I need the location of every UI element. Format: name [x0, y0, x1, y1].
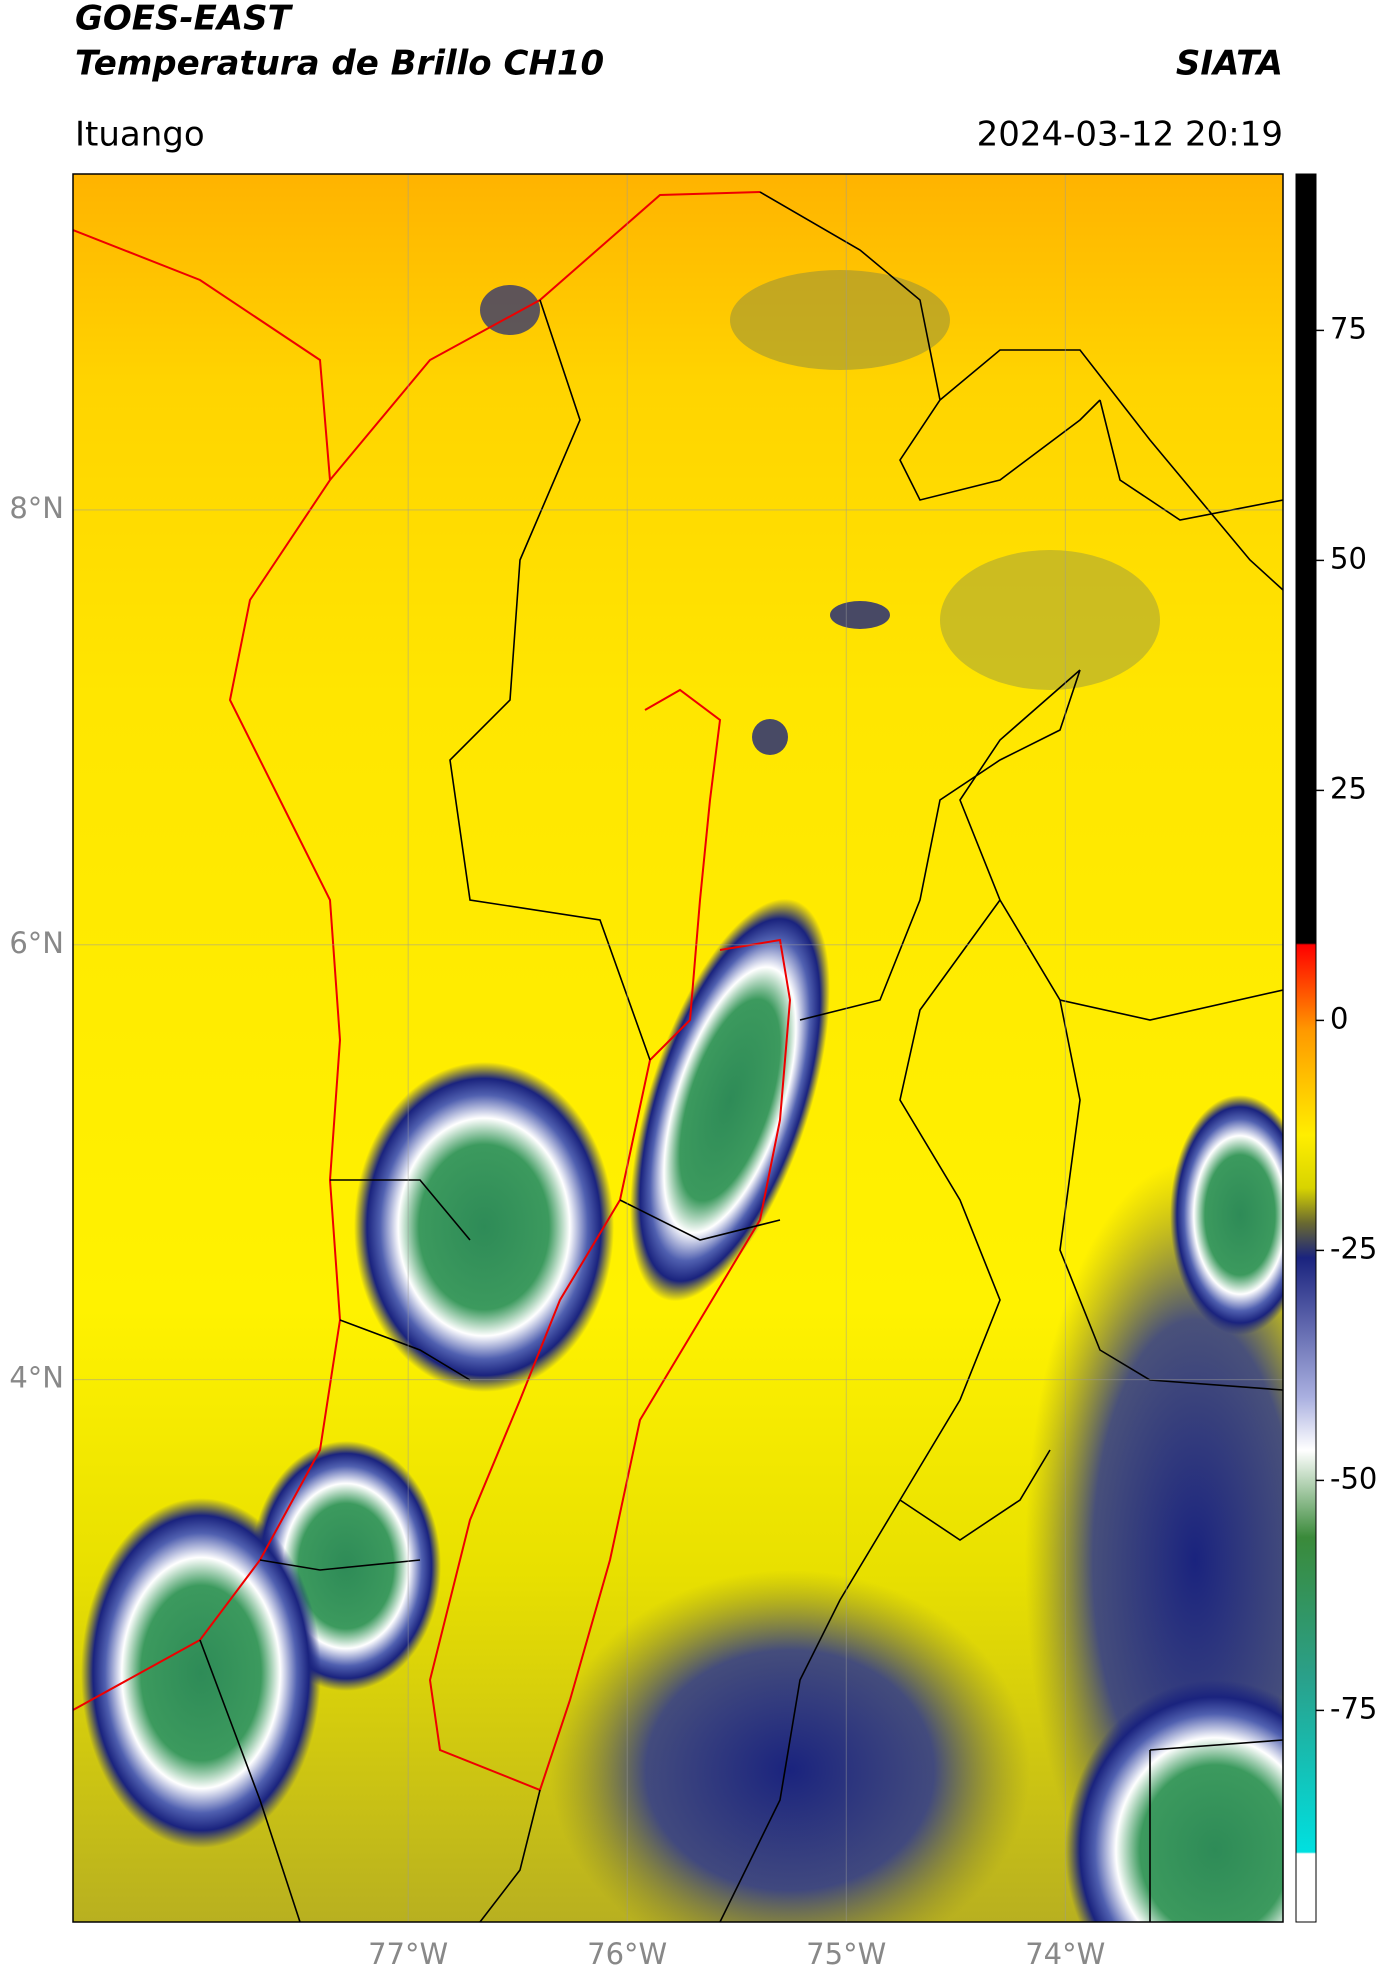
colorbar-tick-label: -50	[1330, 1461, 1377, 1495]
map-image	[73, 174, 1283, 1922]
y-tick-label: 6°N	[9, 926, 64, 960]
location: Ituango	[75, 115, 205, 155]
colorbar-tick-label: 50	[1330, 541, 1367, 575]
y-tick-label: 8°N	[9, 491, 64, 525]
graticule	[73, 174, 1283, 1922]
x-tick-label: 77°W	[368, 1937, 448, 1971]
x-tick-label: 76°W	[587, 1937, 667, 1971]
datetime: 2024-03-12 20:19	[977, 115, 1283, 155]
colorbar-tick-label: 75	[1330, 311, 1367, 345]
colorbar-tick-label: -25	[1330, 1231, 1377, 1265]
map-frame	[72, 173, 1284, 1923]
subtitle: Temperatura de Brillo CH10	[75, 44, 604, 84]
x-tick-label: 75°W	[806, 1937, 886, 1971]
y-tick-label: 4°N	[9, 1361, 64, 1395]
source: SIATA	[1176, 44, 1283, 84]
title: GOES-EAST	[75, 0, 294, 39]
colorbar-tick-label: -75	[1330, 1691, 1377, 1725]
x-tick-label: 74°W	[1025, 1937, 1105, 1971]
colorbar-tick-label: 0	[1330, 1001, 1348, 1035]
colorbar-tick-label: 25	[1330, 771, 1367, 805]
colorbar	[1295, 173, 1317, 1923]
